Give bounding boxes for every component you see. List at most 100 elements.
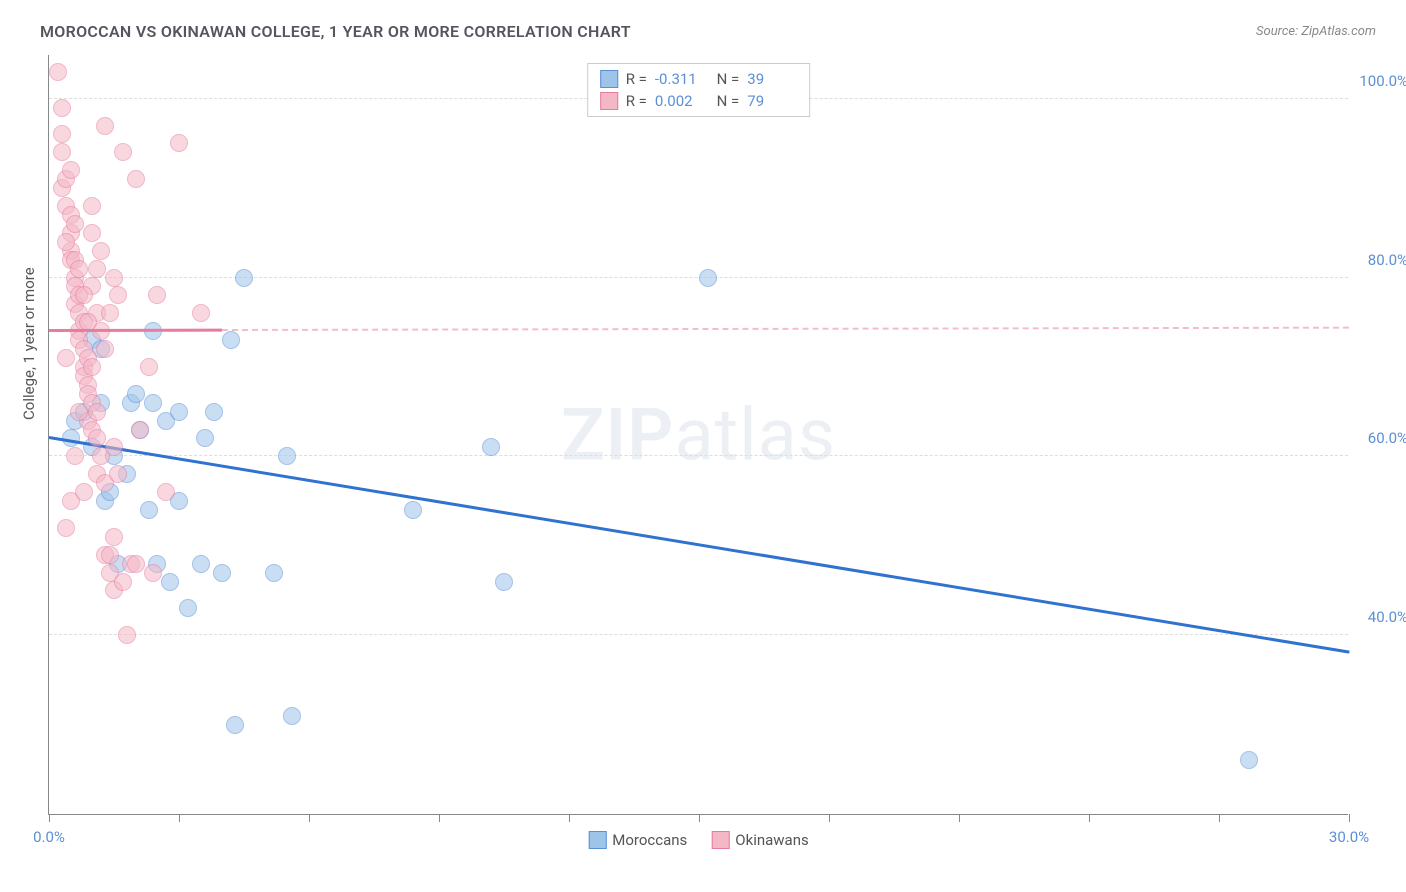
scatter-point: [49, 63, 67, 81]
scatter-point: [170, 403, 188, 421]
scatter-point: [83, 224, 101, 242]
scatter-point: [114, 143, 132, 161]
scatter-point: [144, 394, 162, 412]
scatter-point: [62, 161, 80, 179]
scatter-point: [57, 349, 75, 367]
scatter-point: [70, 260, 88, 278]
source-label: Source: ZipAtlas.com: [1256, 24, 1376, 39]
scatter-point: [96, 117, 114, 135]
scatter-point: [53, 99, 71, 117]
gridline: [49, 634, 1348, 635]
scatter-point: [88, 260, 106, 278]
scatter-point: [75, 286, 93, 304]
x-tick-label: 30.0%: [1329, 828, 1369, 846]
x-tick: [439, 814, 440, 822]
scatter-point: [404, 501, 422, 519]
legend-swatch: [600, 92, 618, 110]
scatter-point: [495, 573, 513, 591]
x-tick: [1349, 814, 1350, 822]
scatter-point: [70, 403, 88, 421]
legend-swatch: [600, 70, 618, 88]
scatter-point: [482, 438, 500, 456]
scatter-point: [127, 555, 145, 573]
scatter-point: [192, 555, 210, 573]
scatter-point: [265, 564, 283, 582]
scatter-point: [114, 573, 132, 591]
legend-stats: R = -0.311 N = 39R = 0.002 N = 79: [587, 63, 811, 117]
legend-swatch: [711, 831, 729, 849]
scatter-point: [1240, 751, 1258, 769]
y-axis-label: College, 1 year or more: [20, 267, 38, 420]
scatter-point: [109, 286, 127, 304]
trend-line: [222, 327, 1349, 331]
x-tick: [1089, 814, 1090, 822]
scatter-point: [75, 483, 93, 501]
legend-series-item: Okinawans: [711, 831, 808, 849]
legend-series: Moroccans Okinawans: [588, 831, 809, 849]
y-tick-label: 60.0%: [1368, 429, 1406, 447]
x-tick: [829, 814, 830, 822]
scatter-point: [127, 385, 145, 403]
scatter-point: [53, 143, 71, 161]
scatter-point: [148, 286, 166, 304]
scatter-point: [57, 519, 75, 537]
scatter-point: [179, 599, 197, 617]
trend-line: [49, 328, 222, 331]
scatter-point: [92, 242, 110, 260]
x-tick: [179, 814, 180, 822]
scatter-point: [118, 626, 136, 644]
legend-series-item: Moroccans: [588, 831, 687, 849]
scatter-point: [105, 528, 123, 546]
chart-area: ZIPatlas 40.0%60.0%80.0%100.0%0.0%30.0%R…: [48, 55, 1348, 815]
x-tick: [1219, 814, 1220, 822]
legend-stats-row: R = 0.002 N = 79: [600, 90, 798, 112]
scatter-point: [205, 403, 223, 421]
scatter-point: [83, 197, 101, 215]
y-tick-label: 40.0%: [1368, 608, 1406, 626]
scatter-point: [88, 429, 106, 447]
scatter-point: [57, 233, 75, 251]
y-tick-label: 80.0%: [1368, 251, 1406, 269]
legend-stats-row: R = -0.311 N = 39: [600, 68, 798, 90]
scatter-point: [235, 269, 253, 287]
scatter-point: [131, 421, 149, 439]
x-tick-label: 0.0%: [33, 828, 65, 846]
scatter-point: [161, 573, 179, 591]
scatter-point: [105, 269, 123, 287]
x-tick: [569, 814, 570, 822]
scatter-point: [157, 483, 175, 501]
scatter-point: [170, 134, 188, 152]
scatter-point: [101, 304, 119, 322]
scatter-point: [213, 564, 231, 582]
x-tick: [959, 814, 960, 822]
trend-line: [49, 436, 1349, 653]
scatter-point: [127, 170, 145, 188]
scatter-point: [101, 546, 119, 564]
x-tick: [699, 814, 700, 822]
x-tick: [309, 814, 310, 822]
scatter-point: [222, 331, 240, 349]
scatter-point: [140, 358, 158, 376]
legend-swatch: [588, 831, 606, 849]
scatter-point: [226, 716, 244, 734]
scatter-point: [83, 358, 101, 376]
scatter-point: [192, 304, 210, 322]
scatter-point: [105, 438, 123, 456]
x-tick: [49, 814, 50, 822]
scatter-point: [109, 465, 127, 483]
scatter-point: [196, 429, 214, 447]
scatter-point: [699, 269, 717, 287]
chart-title: MOROCCAN VS OKINAWAN COLLEGE, 1 YEAR OR …: [40, 22, 631, 41]
watermark: ZIPatlas: [561, 392, 836, 477]
scatter-point: [144, 564, 162, 582]
scatter-point: [96, 340, 114, 358]
scatter-point: [66, 447, 84, 465]
scatter-point: [53, 125, 71, 143]
scatter-point: [140, 501, 158, 519]
scatter-point: [278, 447, 296, 465]
gridline: [49, 455, 1348, 456]
scatter-point: [88, 403, 106, 421]
scatter-point: [66, 215, 84, 233]
scatter-point: [283, 707, 301, 725]
y-tick-label: 100.0%: [1359, 72, 1406, 90]
